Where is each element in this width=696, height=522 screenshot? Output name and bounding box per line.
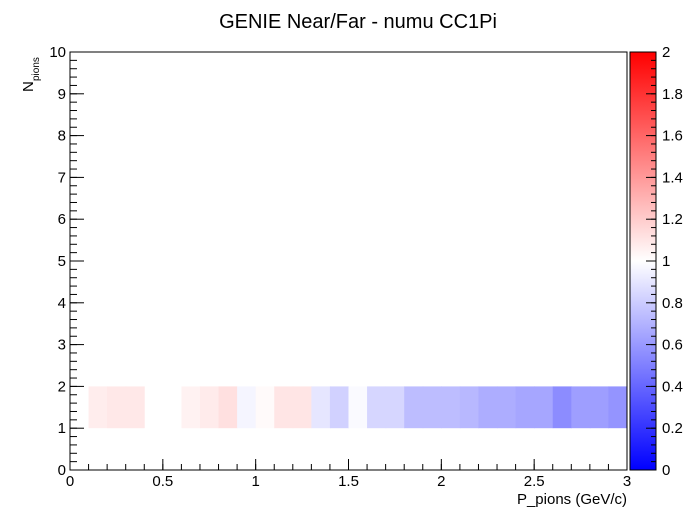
heatmap-cell <box>515 386 535 429</box>
y-tick-label: 4 <box>58 295 66 312</box>
heatmap-cell <box>552 386 572 429</box>
colorbar-tick-label: 0.4 <box>662 378 683 395</box>
heatmap-cell <box>218 386 238 429</box>
colorbar-tick-label: 1 <box>662 253 670 270</box>
x-tick-label: 2.5 <box>524 473 545 490</box>
heatmap-cell <box>311 386 331 429</box>
colorbar-tick-label: 1.4 <box>662 169 683 186</box>
heatmap-cell <box>292 386 312 429</box>
y-tick-label: 8 <box>58 128 66 145</box>
y-tick-label: 5 <box>58 253 66 270</box>
heatmap-cell <box>181 386 201 429</box>
heatmap-cell <box>422 386 442 429</box>
y-tick-label: 6 <box>58 211 66 228</box>
heatmap-cell <box>478 386 498 429</box>
x-tick-label: 0 <box>66 473 74 490</box>
chart-title: GENIE Near/Far - numu CC1Pi <box>219 11 497 33</box>
heatmap-cell <box>459 386 479 429</box>
heatmap-cell <box>608 386 628 429</box>
y-axis-label: N pions <box>20 57 42 92</box>
heatmap-cell <box>107 386 127 429</box>
heatmap-cell <box>367 386 387 429</box>
heatmap-cell <box>497 386 517 429</box>
heatmap-cell <box>589 386 609 429</box>
heatmap-cell <box>274 386 294 429</box>
heatmap-cell <box>255 386 275 429</box>
colorbar-tick-label: 1.6 <box>662 128 683 145</box>
y-axis-label-main: N <box>20 81 37 92</box>
heatmap-cell <box>404 386 424 429</box>
colorbar-tick-label: 0.6 <box>662 337 683 354</box>
y-tick-label: 0 <box>58 462 66 479</box>
x-tick-label: 2 <box>437 473 445 490</box>
colorbar-tick-label: 0.8 <box>662 295 683 312</box>
x-tick-label: 0.5 <box>152 473 173 490</box>
x-tick-label: 1 <box>251 473 259 490</box>
colorbar-tick-label: 1.8 <box>662 86 683 103</box>
heatmap-cell <box>348 386 368 429</box>
colorbar-tick-label: 0.2 <box>662 420 683 437</box>
x-tick-label: 1.5 <box>338 473 359 490</box>
colorbar-tick-label: 1.2 <box>662 211 683 228</box>
y-tick-label: 3 <box>58 337 66 354</box>
heatmap-bins <box>88 386 628 429</box>
y-axis: 0 1 2 3 4 5 6 7 8 9 10 <box>49 44 84 479</box>
y-axis-label-sub: pions <box>31 57 42 81</box>
heatmap-cell <box>199 386 220 429</box>
heatmap-cell <box>534 386 554 429</box>
heatmap-cell <box>385 386 405 429</box>
x-axis: 0 0.5 1 1.5 2 2.5 3 <box>66 459 631 490</box>
y-tick-label: 10 <box>49 44 66 61</box>
heatmap-cell <box>571 386 591 429</box>
heatmap-cell <box>125 386 145 429</box>
colorbar-axis: 0 0.2 0.4 0.6 0.8 1 1.2 1.4 1.6 1.8 2 <box>646 44 683 479</box>
x-tick-label: 3 <box>623 473 631 490</box>
heatmap-cell <box>329 386 349 429</box>
heatmap-cell <box>237 386 257 429</box>
x-axis-label: P_pions (GeV/c) <box>517 491 627 508</box>
heatmap-cell <box>88 386 108 429</box>
heatmap-cell <box>162 386 182 429</box>
colorbar-tick-label: 0 <box>662 462 670 479</box>
y-tick-label: 9 <box>58 86 66 103</box>
heatmap-cell <box>441 386 461 429</box>
colorbar-tick-label: 2 <box>662 44 670 61</box>
y-tick-label: 1 <box>58 420 66 437</box>
y-tick-label: 2 <box>58 378 66 395</box>
y-tick-label: 7 <box>58 169 66 186</box>
